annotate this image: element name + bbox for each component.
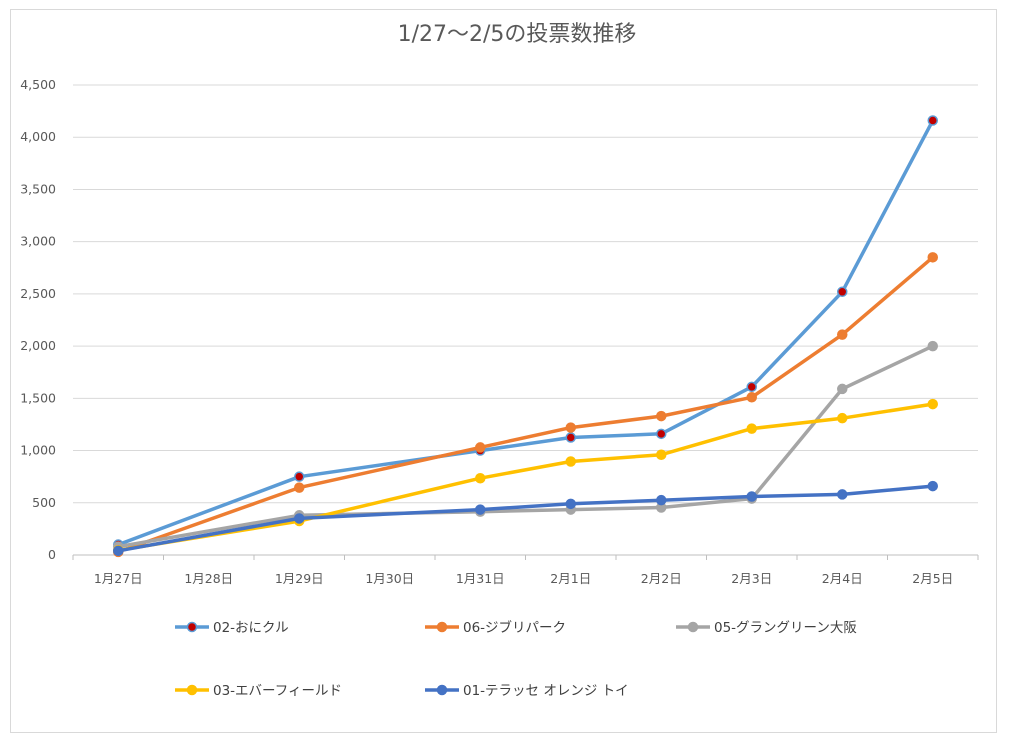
data-point xyxy=(294,513,305,524)
data-point xyxy=(475,504,486,515)
y-axis-ticks: 0 500 1,000 1,500 2,000 2,500 3,000 3,500 4,000 4… xyxy=(20,77,56,562)
y-tick-label: 4,000 xyxy=(20,129,56,144)
legend-label: 03-エバーフィールド xyxy=(213,683,342,699)
data-point xyxy=(746,392,757,403)
series-line xyxy=(116,484,935,553)
data-point xyxy=(565,422,576,433)
x-tick-label: 2月4日 xyxy=(822,571,863,586)
chart-title: 1/27〜2/5の投票数推移 xyxy=(398,22,637,47)
legend-label: 01-テラッセ オレンジ トイ xyxy=(463,683,629,699)
y-tick-label: 3,000 xyxy=(20,234,56,249)
y-tick-label: 2,000 xyxy=(20,338,56,353)
x-tick-label: 2月5日 xyxy=(912,571,953,586)
series-lines xyxy=(113,115,938,558)
legend-item: 05-グラングリーン大阪 xyxy=(676,620,857,636)
data-point xyxy=(927,480,938,492)
y-tick-label: 4,500 xyxy=(20,77,56,92)
x-tick-label: 2月1日 xyxy=(550,571,591,586)
series-line xyxy=(116,255,935,554)
data-point xyxy=(837,489,848,500)
data-point xyxy=(746,491,757,502)
data-point xyxy=(837,329,848,340)
y-tick-label: 0 xyxy=(48,547,56,562)
legend-marker xyxy=(186,684,198,696)
legend-item: 06-ジブリパーク xyxy=(425,619,566,636)
data-point xyxy=(746,423,757,434)
x-tick-label: 1月31日 xyxy=(456,571,505,586)
y-tick-label: 1,000 xyxy=(20,443,56,458)
legend-item: 02-おにクル xyxy=(175,620,289,636)
legend-marker xyxy=(436,684,448,696)
data-point xyxy=(927,340,938,352)
legend-marker xyxy=(186,621,198,633)
data-point xyxy=(475,442,486,453)
series xyxy=(113,480,938,557)
data-point xyxy=(656,494,667,506)
data-point xyxy=(837,286,848,298)
y-tick-label: 2,500 xyxy=(20,286,56,301)
x-axis-ticks: 1月27日 1月28日 1月29日 1月30日 1月31日 2月1日 2月2日 2月3日 2月4… xyxy=(72,555,979,586)
data-point xyxy=(927,252,938,263)
chart-frame xyxy=(10,9,997,733)
data-point xyxy=(656,410,667,422)
series xyxy=(113,398,938,556)
data-point xyxy=(294,471,305,482)
legend-label: 02-おにクル xyxy=(213,620,289,636)
y-tick-label: 1,500 xyxy=(20,390,56,405)
series xyxy=(113,252,938,558)
data-point xyxy=(565,498,576,510)
x-tick-label: 1月27日 xyxy=(94,571,143,586)
data-point xyxy=(927,398,938,410)
series-line xyxy=(116,118,935,547)
data-point xyxy=(294,482,305,493)
legend-marker xyxy=(436,621,448,633)
legend-marker xyxy=(687,621,699,633)
legend-item: 03-エバーフィールド xyxy=(175,683,342,699)
data-point xyxy=(656,449,667,460)
series-line xyxy=(116,402,935,553)
y-tick-label: 3,500 xyxy=(20,181,56,196)
data-point xyxy=(656,428,667,440)
data-point xyxy=(565,456,576,467)
data-point xyxy=(837,383,848,395)
series-line xyxy=(116,344,935,549)
data-point xyxy=(475,472,486,484)
x-tick-label: 1月29日 xyxy=(275,571,324,586)
legend: 02-おにクル 06-ジブリパーク 05-グラングリーン大阪 03-エバーフィールド 0… xyxy=(175,619,857,699)
data-point xyxy=(837,412,848,424)
x-tick-label: 1月28日 xyxy=(184,571,233,586)
data-point xyxy=(113,545,124,557)
legend-item: 01-テラッセ オレンジ トイ xyxy=(425,683,629,699)
data-point xyxy=(927,115,938,126)
legend-label: 06-ジブリパーク xyxy=(463,619,566,636)
x-tick-label: 1月30日 xyxy=(365,571,414,586)
x-tick-label: 2月3日 xyxy=(731,571,772,586)
x-tick-label: 2月2日 xyxy=(641,571,682,586)
series xyxy=(113,115,938,550)
series xyxy=(113,340,938,552)
gridlines xyxy=(73,84,978,556)
legend-label: 05-グラングリーン大阪 xyxy=(714,620,857,636)
data-point xyxy=(746,381,757,393)
data-point xyxy=(565,432,576,443)
y-tick-label: 500 xyxy=(32,495,56,510)
